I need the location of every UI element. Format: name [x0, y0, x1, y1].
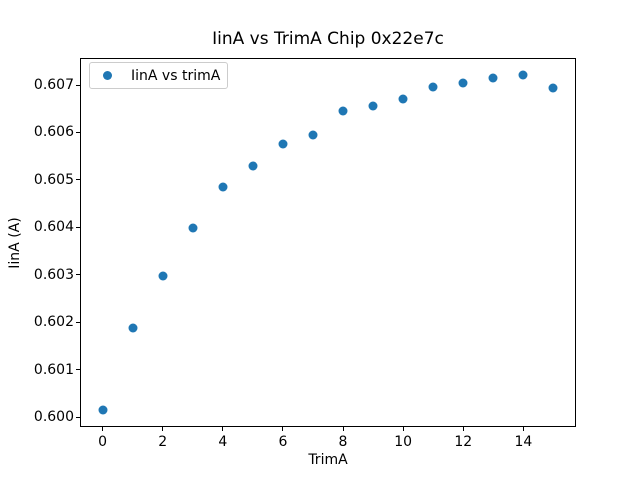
y-tick-mark [76, 274, 80, 276]
x-tick-label: 8 [338, 434, 348, 450]
data-point [98, 405, 108, 415]
y-tick-label: 0.607 [33, 77, 74, 94]
x-tick-mark [222, 427, 224, 431]
data-point [278, 139, 288, 149]
x-tick-mark [102, 427, 104, 431]
data-point [368, 101, 378, 111]
y-tick-label: 0.605 [33, 171, 74, 188]
y-tick-mark [76, 321, 80, 323]
x-tick-mark [462, 427, 464, 431]
x-tick-label: 0 [98, 434, 107, 450]
chart-title: IinA vs TrimA Chip 0x22e7c [212, 29, 444, 49]
y-tick-label: 0.600 [33, 409, 74, 426]
y-tick-mark [76, 131, 80, 133]
legend-marker-dot [103, 71, 112, 80]
y-tick-mark [76, 226, 80, 228]
data-point [218, 182, 228, 192]
data-point [428, 82, 438, 92]
data-point [488, 73, 498, 83]
x-tick-mark [282, 427, 284, 431]
legend-label: IinA vs trimA [131, 67, 221, 84]
x-axis-label: TrimA [308, 452, 348, 468]
y-tick-mark [76, 84, 80, 86]
y-tick-label: 0.601 [33, 361, 74, 378]
data-point [338, 106, 348, 116]
x-tick-label: 10 [394, 434, 413, 450]
data-point [398, 94, 408, 104]
data-point [458, 78, 468, 88]
data-point [188, 223, 198, 233]
data-point [548, 83, 558, 93]
y-tick-mark [76, 179, 80, 181]
data-point [158, 271, 168, 281]
y-tick-label: 0.602 [33, 314, 74, 331]
x-tick-mark [402, 427, 404, 431]
data-point [308, 130, 318, 140]
y-tick-mark [76, 369, 80, 371]
x-tick-mark [342, 427, 344, 431]
y-tick-label: 0.604 [33, 219, 74, 236]
x-tick-label: 6 [278, 434, 288, 450]
x-tick-label: 4 [218, 434, 228, 450]
y-tick-label: 0.603 [33, 266, 74, 283]
x-tick-label: 12 [454, 434, 473, 450]
x-tick-label: 2 [158, 434, 168, 450]
data-point [128, 323, 138, 333]
y-tick-mark [76, 416, 80, 418]
x-tick-label: 14 [514, 434, 533, 450]
data-point [518, 70, 528, 80]
plot-area [80, 58, 576, 427]
legend: IinA vs trimA [89, 62, 228, 89]
x-tick-mark [162, 427, 164, 431]
data-point [248, 161, 258, 171]
y-tick-label: 0.606 [33, 124, 74, 141]
x-tick-mark [522, 427, 524, 431]
